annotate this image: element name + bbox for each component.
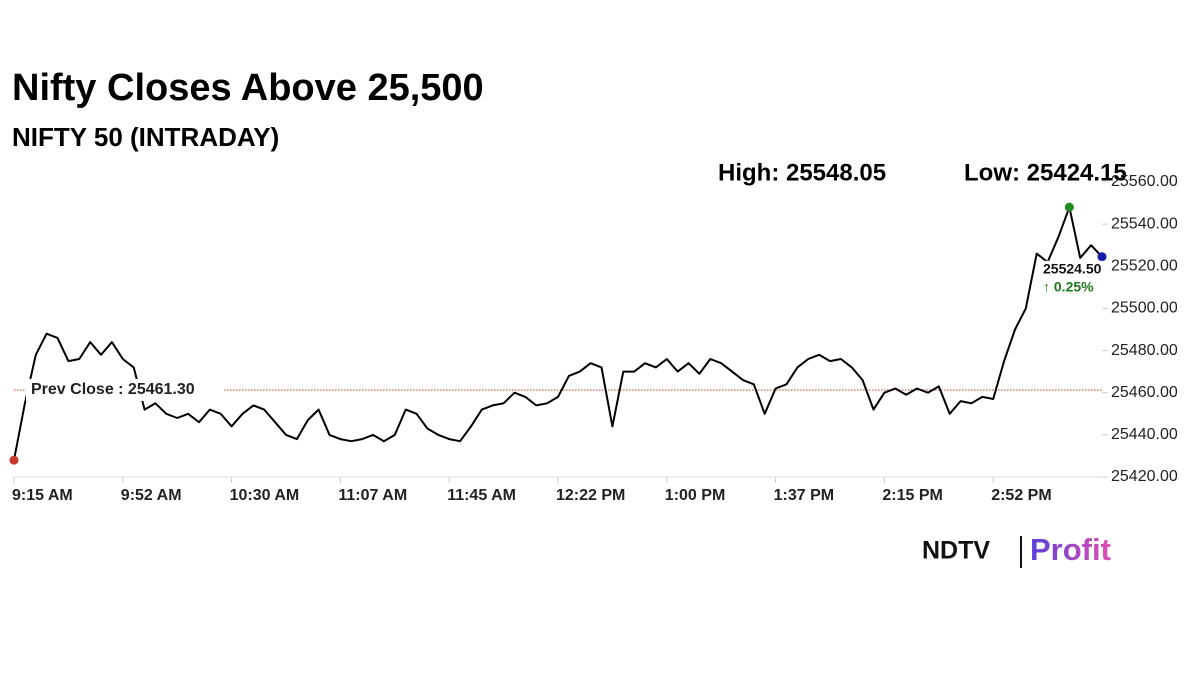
- x-tick-label: 10:30 AM: [230, 487, 300, 504]
- y-tick-label: 25420.00: [1111, 468, 1178, 485]
- x-tick-label: 11:45 AM: [447, 487, 516, 504]
- low-label: Low: 25424.15: [964, 159, 1127, 186]
- last-value-label: 25524.50: [1043, 261, 1102, 277]
- start-dot: [9, 455, 19, 465]
- prev-close-bg: [26, 378, 224, 401]
- x-tick-label: 9:52 AM: [121, 487, 182, 504]
- prev-close-label: Prev Close : 25461.30: [31, 381, 195, 398]
- high-dot: [1064, 202, 1074, 212]
- y-tick-label: 25440.00: [1111, 426, 1178, 443]
- logo-left: NDTV: [922, 537, 990, 565]
- last-dot: [1097, 252, 1107, 262]
- last-label-bg: [1040, 260, 1110, 297]
- y-tick-label: 25460.00: [1111, 384, 1178, 401]
- y-tick-label: 25560.00: [1111, 173, 1178, 190]
- price-line: [13, 206, 1103, 461]
- y-tick-label: 25540.00: [1111, 215, 1178, 232]
- x-tick-label: 1:00 PM: [665, 487, 725, 504]
- chart-title: Nifty Closes Above 25,500: [12, 67, 484, 109]
- y-tick-label: 25500.00: [1111, 300, 1178, 317]
- logo-right: Profit: [1030, 532, 1111, 567]
- x-tick-label: 11:07 AM: [338, 487, 407, 504]
- x-tick-label: 1:37 PM: [774, 487, 834, 504]
- chart-subtitle: NIFTY 50 (INTRADAY): [12, 122, 279, 152]
- y-tick-label: 25480.00: [1111, 342, 1178, 359]
- x-tick-label: 2:52 PM: [991, 487, 1051, 504]
- y-tick-label: 25520.00: [1111, 258, 1178, 275]
- x-tick-label: 12:22 PM: [556, 487, 625, 504]
- x-tick-label: 9:15 AM: [12, 487, 73, 504]
- high-label: High: 25548.05: [718, 159, 886, 186]
- x-tick-label: 2:15 PM: [882, 487, 942, 504]
- change-label: ↑ 0.25%: [1043, 279, 1094, 295]
